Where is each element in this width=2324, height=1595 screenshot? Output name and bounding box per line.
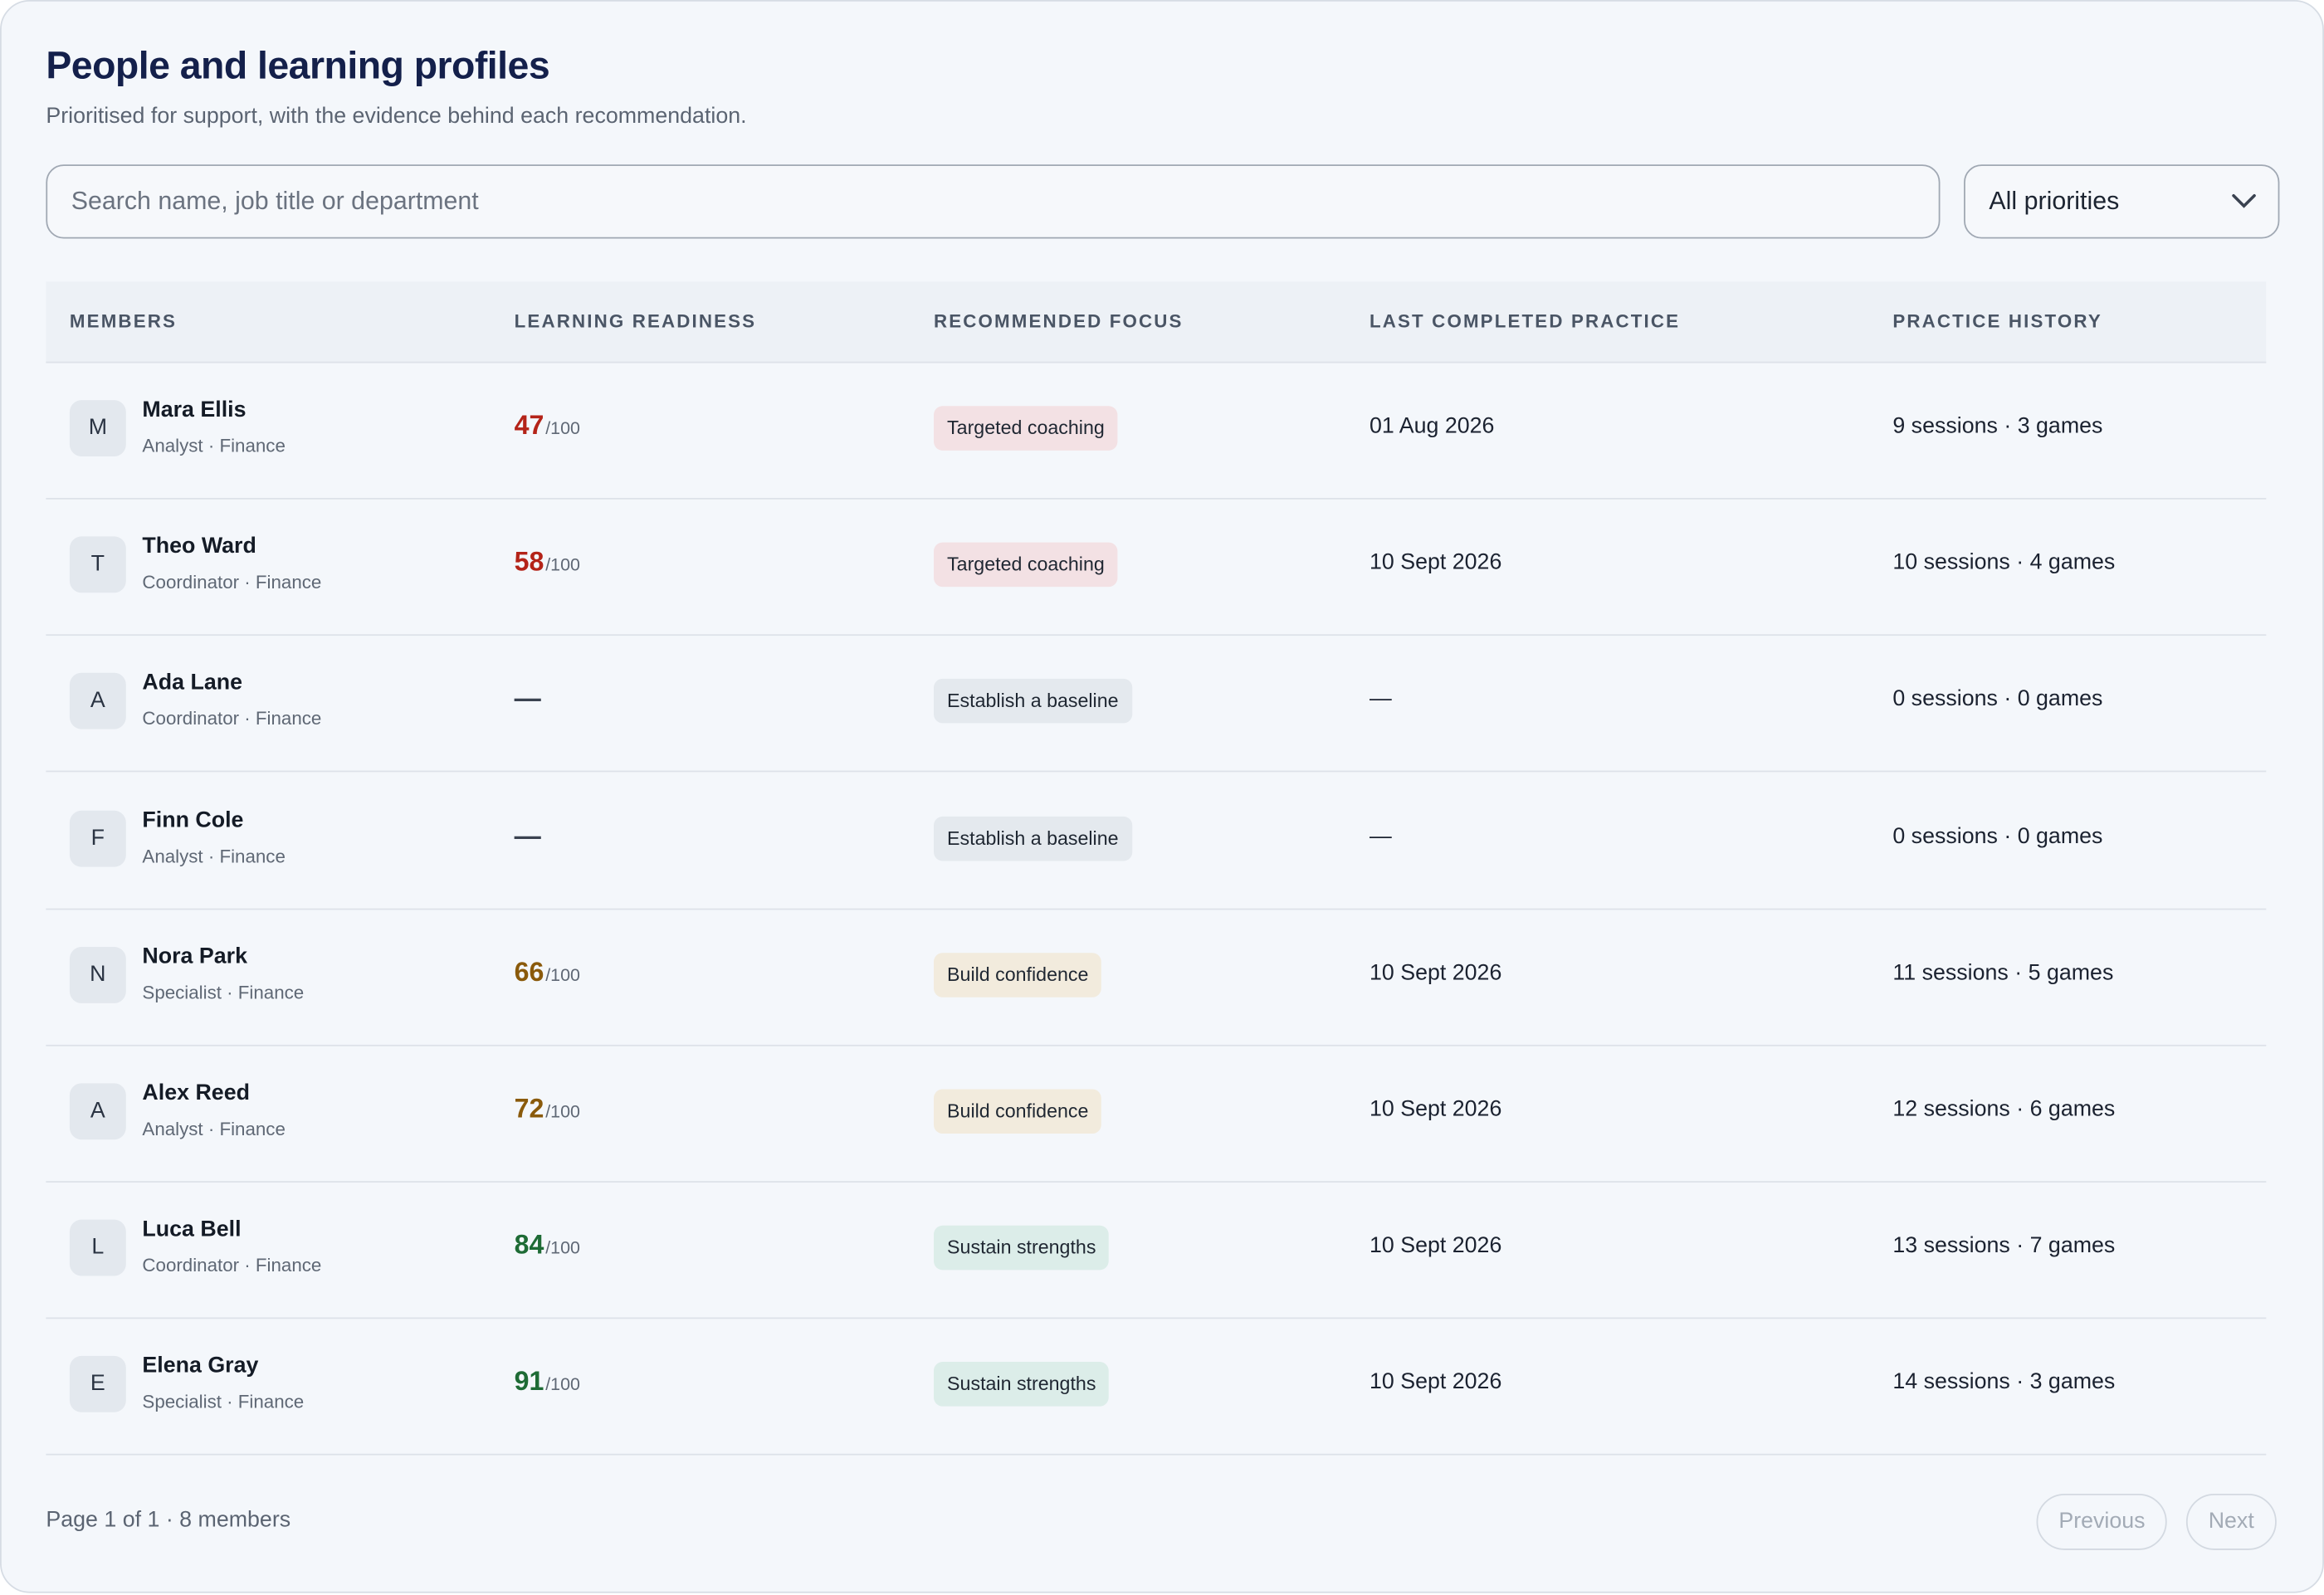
focus-tag: Sustain strengths — [933, 1226, 1110, 1271]
readiness-max: /100 — [545, 1237, 580, 1259]
avatar: M — [69, 400, 126, 456]
avatar: F — [69, 810, 126, 866]
last-practice: 10 Sept 2026 — [1369, 1369, 1502, 1396]
practice-history: 12 sessions · 6 games — [1892, 1096, 2116, 1122]
last-practice: 01 Aug 2026 — [1369, 413, 1495, 439]
readiness: 47/100 — [515, 411, 580, 441]
member-role: Coordinator · Finance — [142, 572, 322, 593]
readiness: — — [515, 821, 541, 851]
last-practice: 10 Sept 2026 — [1369, 549, 1502, 576]
column-header: PRACTICE HISTORY — [1892, 310, 2102, 332]
readiness-score: 84 — [514, 1230, 544, 1261]
priority-select[interactable]: All priorities — [1964, 164, 2280, 239]
column-header: RECOMMENDED FOCUS — [933, 310, 1184, 332]
member-name: Nora Park — [142, 944, 247, 969]
readiness-max: /100 — [545, 554, 580, 576]
practice-history: 0 sessions · 0 games — [1892, 686, 2103, 712]
last-practice: — — [1369, 686, 1392, 712]
member-row[interactable]: A Ada Lane Coordinator · Finance — Establish… — [46, 635, 2267, 773]
member-row[interactable]: T Theo Ward Coordinator · Finance 58/100 Tar… — [46, 498, 2267, 637]
readiness: 72/100 — [515, 1094, 580, 1124]
avatar: A — [69, 1083, 126, 1140]
member-role: Coordinator · Finance — [142, 1255, 322, 1276]
readiness-score: 47 — [514, 410, 544, 441]
avatar: A — [69, 673, 126, 730]
readiness-score: 66 — [514, 957, 544, 987]
member-row[interactable]: E Elena Gray Specialist · Finance 91/100 Sus… — [46, 1318, 2267, 1456]
last-practice: — — [1369, 823, 1392, 849]
readiness-score: — — [514, 683, 541, 714]
column-header: LEARNING READINESS — [514, 310, 757, 332]
member-role: Analyst · Finance — [142, 845, 286, 866]
readiness-max: /100 — [545, 1100, 580, 1122]
readiness: 91/100 — [515, 1367, 580, 1397]
member-role: Specialist · Finance — [142, 982, 305, 1003]
priority-value: All priorities — [1989, 186, 2120, 215]
focus-tag: Establish a baseline — [933, 816, 1132, 861]
readiness: 58/100 — [515, 547, 580, 578]
pagination-summary: Page 1 of 1 · 8 members — [46, 1507, 291, 1533]
member-row[interactable]: M Mara Ellis Analyst · Finance 47/100 Target… — [46, 362, 2267, 500]
search-input[interactable]: Search name, job title or department — [46, 164, 1941, 239]
practice-history: 0 sessions · 0 games — [1892, 823, 2103, 849]
focus-tag: Establish a baseline — [933, 679, 1132, 724]
column-header: LAST COMPLETED PRACTICE — [1369, 310, 1681, 332]
chevron-icon — [2232, 193, 2256, 208]
practice-history: 14 sessions · 3 games — [1892, 1369, 2116, 1396]
focus-tag: Build confidence — [933, 952, 1102, 997]
readiness: — — [515, 684, 541, 715]
table-header: MEMBERS LEARNING READINESS RECOMMENDED FOC… — [46, 281, 2267, 363]
readiness: 66/100 — [515, 957, 580, 988]
readiness-score: 72 — [514, 1093, 544, 1124]
page-title: People and learning profiles — [46, 42, 550, 88]
readiness-score: — — [514, 820, 541, 851]
member-row[interactable]: F Finn Cole Analyst · Finance — Establish a … — [46, 772, 2267, 910]
member-name: Theo Ward — [142, 534, 256, 559]
member-name: Elena Gray — [142, 1354, 259, 1379]
last-practice: 10 Sept 2026 — [1369, 959, 1502, 986]
readiness-max: /100 — [545, 417, 580, 439]
page-subtitle: Prioritised for support, with the eviden… — [46, 103, 747, 129]
member-row[interactable]: A Alex Reed Analyst · Finance 72/100 Build c… — [46, 1045, 2267, 1183]
member-name: Luca Bell — [142, 1217, 242, 1242]
member-role: Analyst · Finance — [142, 435, 286, 456]
readiness-score: 58 — [514, 547, 544, 577]
avatar: T — [69, 536, 126, 593]
focus-tag: Targeted coaching — [933, 406, 1118, 451]
last-practice: 10 Sept 2026 — [1369, 1233, 1502, 1259]
next-button[interactable]: Next — [2185, 1493, 2277, 1550]
member-role: Coordinator · Finance — [142, 709, 322, 730]
member-role: Analyst · Finance — [142, 1119, 286, 1140]
readiness-max: /100 — [545, 1374, 580, 1396]
practice-history: 9 sessions · 3 games — [1892, 413, 2103, 439]
practice-history: 10 sessions · 4 games — [1892, 549, 2116, 576]
practice-history: 11 sessions · 5 games — [1892, 959, 2114, 986]
member-name: Mara Ellis — [142, 397, 247, 422]
member-name: Ada Lane — [142, 670, 242, 696]
avatar: E — [69, 1356, 126, 1413]
focus-tag: Build confidence — [933, 1089, 1102, 1134]
member-name: Finn Cole — [142, 807, 244, 832]
last-practice: 10 Sept 2026 — [1369, 1096, 1502, 1122]
previous-button[interactable]: Previous — [2036, 1493, 2168, 1550]
focus-tag: Targeted coaching — [933, 542, 1118, 588]
column-header: MEMBERS — [69, 310, 178, 332]
member-name: Alex Reed — [142, 1080, 250, 1106]
readiness-max: /100 — [545, 964, 580, 986]
member-row[interactable]: L Luca Bell Coordinator · Finance 84/100 Sus… — [46, 1182, 2267, 1319]
readiness: 84/100 — [515, 1230, 580, 1261]
avatar: N — [69, 946, 126, 1003]
member-row[interactable]: N Nora Park Specialist · Finance 66/100 Buil… — [46, 908, 2267, 1046]
focus-tag: Sustain strengths — [933, 1362, 1110, 1407]
member-role: Specialist · Finance — [142, 1392, 305, 1413]
practice-history: 13 sessions · 7 games — [1892, 1233, 2116, 1259]
avatar: L — [69, 1219, 126, 1276]
readiness-score: 91 — [514, 1367, 544, 1397]
